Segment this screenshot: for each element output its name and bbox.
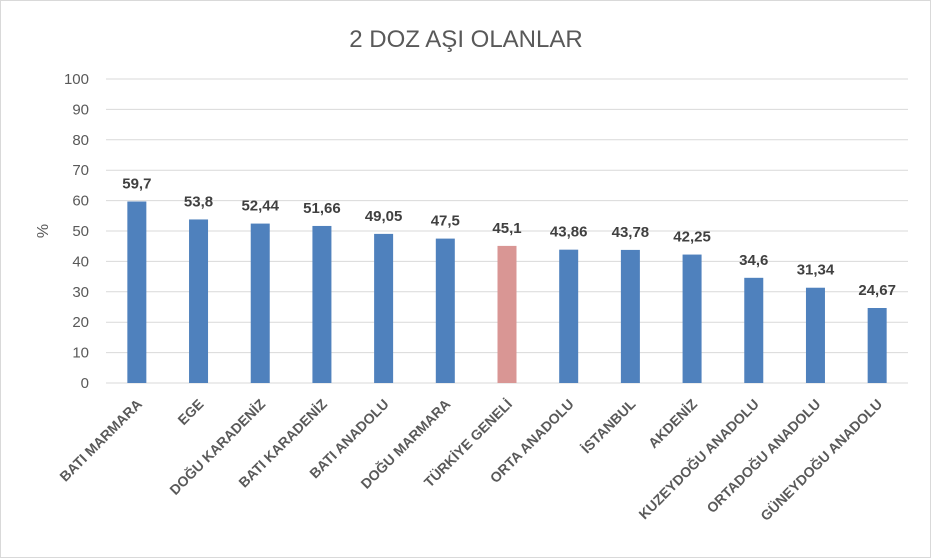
bar (559, 249, 579, 383)
bar (189, 219, 209, 383)
y-tick-label: 0 (81, 375, 89, 392)
bar (435, 238, 455, 383)
data-label: 47,5 (431, 213, 460, 230)
data-label: 31,34 (797, 262, 835, 279)
data-label: 45,1 (492, 220, 521, 237)
bar (497, 245, 517, 383)
bar (312, 225, 332, 383)
y-tick-label: 50 (72, 223, 89, 240)
data-label: 52,44 (241, 198, 279, 215)
x-category-label: İSTANBUL (578, 395, 639, 456)
y-tick-label: 80 (72, 132, 89, 149)
data-label: 49,05 (365, 208, 403, 225)
y-tick-label: 40 (72, 253, 89, 270)
x-category-label: AKDENİZ (645, 396, 701, 452)
data-label: 24,67 (858, 282, 896, 299)
x-category-label: KUZEYDOĞU ANADOLU (635, 395, 762, 522)
data-label: 53,8 (184, 193, 213, 210)
y-tick-label: 90 (72, 101, 89, 118)
bar (805, 287, 825, 383)
data-label: 34,6 (739, 252, 768, 269)
x-category-label: ORTADOĞU ANADOLU (703, 395, 824, 516)
data-labels: 59,7 53,8 52,44 51,66 49,05 47,5 45,1 43,86 43,7… (122, 176, 896, 299)
y-tick-label: 60 (72, 193, 89, 210)
bar (620, 249, 640, 383)
y-tick-label: 10 (72, 345, 89, 362)
data-label: 43,78 (612, 224, 650, 241)
bars (127, 201, 887, 383)
x-category-label: GÜNEYDOĞU ANADOLU (756, 395, 885, 524)
bar (682, 254, 702, 383)
bar (250, 223, 270, 383)
y-axis-label: % (35, 224, 52, 238)
y-axis-ticks: 0 10 20 30 40 50 60 70 80 90 100 (64, 71, 89, 392)
bar (867, 308, 887, 383)
bar (374, 233, 394, 383)
data-label: 42,25 (673, 229, 711, 246)
bar (127, 201, 147, 383)
y-tick-label: 30 (72, 284, 89, 301)
data-label: 51,66 (303, 200, 341, 217)
y-tick-label: 100 (64, 71, 89, 88)
data-label: 43,86 (550, 224, 588, 241)
x-category-label: BATI MARMARA (56, 396, 145, 485)
y-tick-label: 70 (72, 162, 89, 179)
y-tick-label: 20 (72, 314, 89, 331)
x-category-label: EGE (174, 396, 206, 428)
bar (744, 277, 764, 383)
data-label: 59,7 (122, 176, 151, 193)
chart-title: 2 DOZ AŞI OLANLAR (349, 26, 582, 53)
